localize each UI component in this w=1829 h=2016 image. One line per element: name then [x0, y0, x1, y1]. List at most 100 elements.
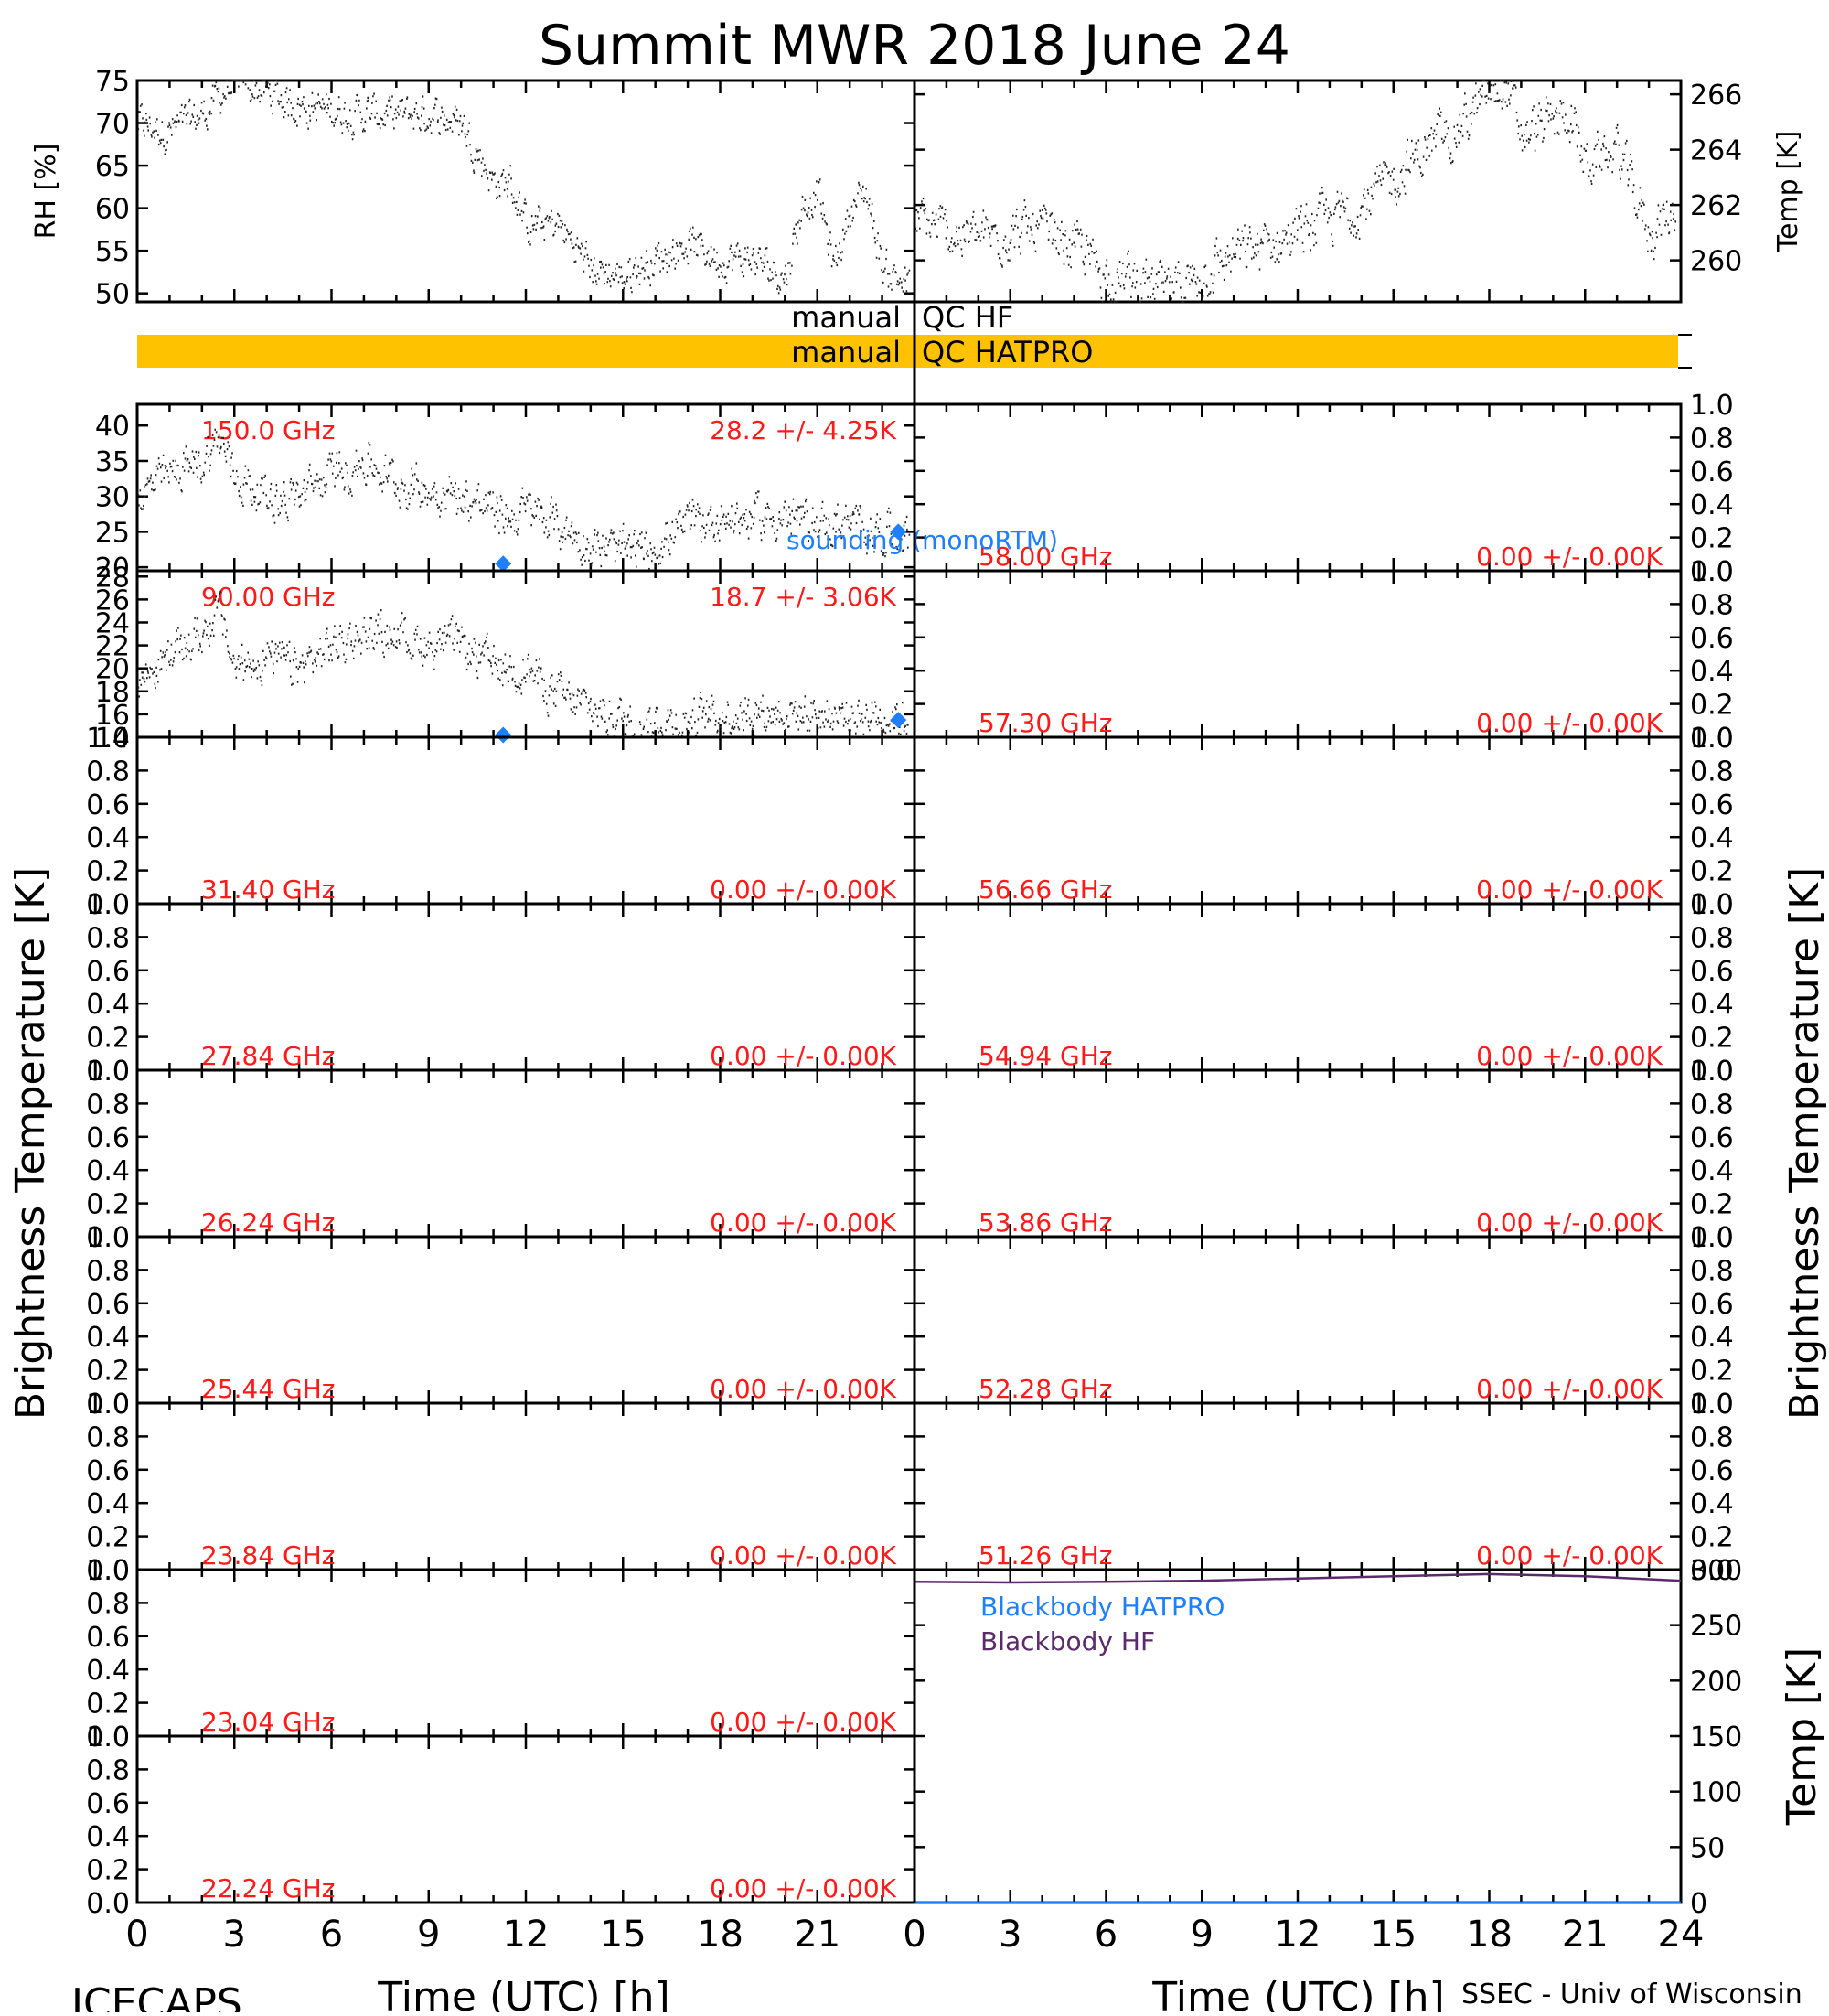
y-tick-label: 0.0	[1690, 1056, 1734, 1088]
sounding-point	[890, 523, 907, 541]
y-tick-label: 0.2	[1690, 1023, 1734, 1055]
y-tick-label: 0	[1690, 1888, 1707, 1920]
channel-freq-label: 27.84 GHz	[201, 1041, 336, 1071]
temp-ylabel: Temp [K]	[1772, 131, 1804, 253]
y-tick-label: 1.0	[1690, 723, 1734, 755]
y-tick-label: 250	[1690, 1611, 1742, 1643]
y-tick-label: 0.4	[86, 1322, 130, 1354]
y-tick-label: 0.6	[1690, 623, 1734, 655]
x-tick-label: 0	[903, 1914, 925, 1956]
y-tick-label: 264	[1690, 135, 1742, 167]
qc-bands: manual QC HF manual QC HATPRO	[137, 300, 1692, 402]
y-tick-label: 0.0	[1690, 723, 1734, 755]
channel-stat-label: 0.00 +/- 0.00K	[710, 1041, 896, 1071]
channel-stat-label: 0.00 +/- 0.00K	[710, 1374, 896, 1404]
y-tick-label: 50	[1690, 1832, 1725, 1864]
y-tick-label: 0.4	[1690, 989, 1734, 1021]
y-tick-label: 0.6	[86, 1455, 130, 1487]
y-tick-label: 16	[95, 700, 130, 732]
panel-ch_314: 0.00.20.40.60.81.031.40 GHz 0.00 +/- 0.00…	[86, 723, 916, 921]
qc-hatpro-left-label: manual	[791, 335, 901, 370]
y-tick-label: 60	[95, 194, 130, 226]
y-tick-label: 1.0	[86, 1056, 130, 1088]
y-tick-label: 266	[1690, 80, 1742, 112]
y-tick-label: 40	[95, 411, 130, 443]
panel-ch_230: 0.00.20.40.60.81.023.04 GHz 0.00 +/- 0.00…	[86, 1555, 916, 1753]
y-tick-label: 0.8	[1690, 423, 1734, 455]
x-tick-label: 6	[1095, 1914, 1118, 1956]
y-tick-label: 1.0	[86, 889, 130, 921]
y-tick-label: 0.0	[86, 1056, 130, 1088]
panel-ch_238: 0.00.20.40.60.81.023.84 GHz 0.00 +/- 0.00…	[86, 1389, 916, 1587]
x-tick-label: 6	[320, 1914, 343, 1956]
channel-stat-label: 0.00 +/- 0.00K	[1476, 1207, 1663, 1238]
x-tick-label: 15	[600, 1914, 647, 1956]
y-tick-label: 1.0	[86, 723, 130, 755]
y-tick-label: 0.6	[1690, 956, 1734, 988]
y-tick-label: 0.0	[1690, 556, 1734, 588]
x-tick-label: 12	[1275, 1914, 1321, 1956]
y-tick-label: 0.2	[1690, 1356, 1734, 1388]
y-tick-label: 30	[95, 482, 130, 514]
channel-stat-label: 0.00 +/- 0.00K	[1476, 1041, 1663, 1071]
y-tick-label: 0.4	[1690, 822, 1734, 854]
channel-stat-label: 28.2 +/- 4.25K	[710, 415, 896, 445]
y-tick-label: 150	[1690, 1721, 1742, 1753]
left-ylabel: Brightness Temperature [K]	[7, 867, 54, 1420]
y-tick-label: 0.8	[1690, 1255, 1734, 1287]
y-tick-label: 0.0	[86, 1721, 130, 1753]
panel-ch_566: 0.00.20.40.60.81.056.66 GHz 0.00 +/- 0.00…	[913, 723, 1734, 921]
y-tick-label: 0.4	[86, 989, 130, 1021]
channel-stat-label: 0.00 +/- 0.00K	[1476, 542, 1663, 572]
channel-freq-label: 25.44 GHz	[201, 1374, 336, 1404]
panel-ch_278: 0.00.20.40.60.81.027.84 GHz 0.00 +/- 0.00…	[86, 889, 916, 1088]
y-tick-label: 0.4	[1690, 489, 1734, 521]
y-tick-label: 28	[95, 562, 130, 594]
y-tick-label: 1.0	[1690, 1389, 1734, 1421]
y-tick-label: 0.4	[86, 1655, 130, 1687]
y-tick-label: 1.0	[1690, 889, 1734, 921]
y-tick-label: 0.6	[86, 789, 130, 821]
y-tick-label: 0.8	[86, 1255, 130, 1287]
channel-stat-label: 18.7 +/- 3.06K	[710, 582, 896, 612]
x-tick-label: 9	[417, 1914, 440, 1956]
y-tick-label: 0.6	[86, 1289, 130, 1321]
y-tick-label: 55	[95, 236, 130, 268]
y-tick-label: 0.8	[1690, 756, 1734, 788]
footer-left: ICECAPS	[71, 1980, 242, 2012]
y-tick-label: 0.2	[1690, 690, 1734, 722]
y-tick-label: 0.8	[86, 1421, 130, 1453]
qc-hf-left-label: manual	[791, 300, 901, 335]
x-tick-label: 15	[1370, 1914, 1417, 1956]
y-tick-label: 0.2	[86, 1855, 130, 1887]
x-tick-label: 24	[1658, 1914, 1705, 1956]
panel-ch_580: 0.00.20.40.60.81.058.00 GHz 0.00 +/- 0.00…	[913, 390, 1734, 588]
y-tick-label: 200	[1690, 1666, 1742, 1698]
panel-ch_522: 0.00.20.40.60.81.052.28 GHz 0.00 +/- 0.00…	[913, 1222, 1734, 1421]
channel-freq-label: 23.84 GHz	[201, 1540, 336, 1571]
channel-stat-label: 0.00 +/- 0.00K	[710, 1873, 896, 1903]
y-tick-label: 0.2	[86, 1356, 130, 1388]
y-tick-label: 1.0	[86, 1222, 130, 1254]
y-tick-label: 0.0	[86, 889, 130, 921]
channel-freq-label: 51.26 GHz	[979, 1540, 1113, 1571]
y-tick-label: 50	[95, 279, 130, 311]
y-tick-label: 100	[1690, 1777, 1742, 1809]
x-tick-label: 3	[223, 1914, 246, 1956]
y-tick-label: 0.0	[1690, 1222, 1734, 1254]
x-tick-label: 21	[794, 1914, 840, 1956]
y-tick-label: 0.6	[86, 1122, 130, 1154]
channel-freq-label: 56.66 GHz	[979, 874, 1113, 905]
panel-ch_573: 0.00.20.40.60.81.057.30 GHz 0.00 +/- 0.00…	[913, 556, 1734, 755]
y-tick-label: 0.6	[1690, 789, 1734, 821]
y-tick-label: 0.2	[86, 856, 130, 888]
y-tick-label: 18	[95, 677, 130, 709]
panel-ch_262: 0.00.20.40.60.81.026.24 GHz 0.00 +/- 0.00…	[86, 1056, 916, 1254]
panel-ch_222: 0.00.20.40.60.81.022.24 GHz 0.00 +/- 0.00…	[86, 1721, 916, 1920]
footer-right: SSEC - Univ of Wisconsin	[1461, 1978, 1802, 2011]
panel-ch_512: 0.00.20.40.60.81.051.26 GHz 0.00 +/- 0.00…	[913, 1389, 1734, 1587]
blackbody-legend-entry: Blackbody HF	[980, 1626, 1155, 1657]
y-tick-label: 65	[95, 151, 130, 183]
y-tick-label: 35	[95, 446, 130, 478]
y-tick-label: 300	[1690, 1555, 1742, 1587]
